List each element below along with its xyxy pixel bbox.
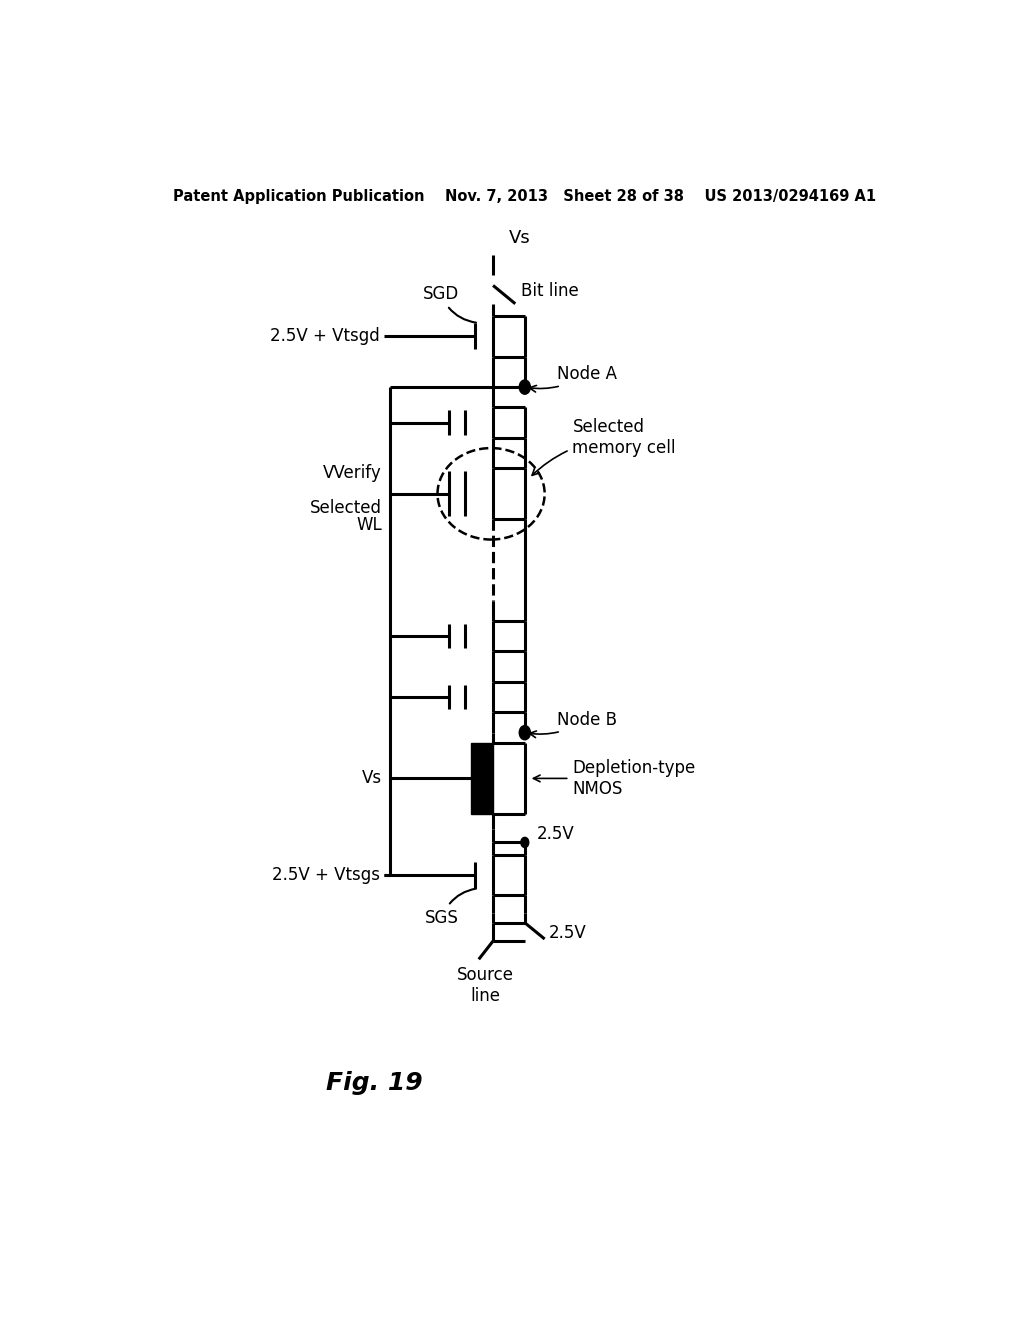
- Text: Source
line: Source line: [457, 966, 514, 1006]
- Text: 2.5V: 2.5V: [537, 825, 574, 843]
- Circle shape: [519, 380, 530, 395]
- Text: Patent Application Publication    Nov. 7, 2013   Sheet 28 of 38    US 2013/02941: Patent Application Publication Nov. 7, 2…: [173, 189, 877, 203]
- Text: Node B: Node B: [529, 710, 616, 738]
- Text: Selected: Selected: [310, 499, 382, 517]
- Text: Selected
memory cell: Selected memory cell: [532, 418, 676, 475]
- Bar: [471, 743, 494, 814]
- Text: 2.5V + Vtsgd: 2.5V + Vtsgd: [269, 327, 380, 346]
- Circle shape: [521, 837, 528, 847]
- Text: Bit line: Bit line: [521, 281, 579, 300]
- Text: Node A: Node A: [529, 364, 616, 392]
- Circle shape: [519, 726, 530, 739]
- Text: SGD: SGD: [423, 285, 476, 322]
- Text: Fig. 19: Fig. 19: [327, 1072, 423, 1096]
- Text: Vs: Vs: [361, 770, 382, 788]
- Text: 2.5V + Vtsgs: 2.5V + Vtsgs: [271, 866, 380, 884]
- Text: Vs: Vs: [509, 228, 530, 247]
- Text: VVerify: VVerify: [324, 463, 382, 482]
- Text: SGS: SGS: [425, 888, 476, 927]
- Text: 2.5V: 2.5V: [549, 924, 587, 942]
- Text: Depletion-type
NMOS: Depletion-type NMOS: [534, 759, 695, 797]
- Text: WL: WL: [356, 516, 382, 535]
